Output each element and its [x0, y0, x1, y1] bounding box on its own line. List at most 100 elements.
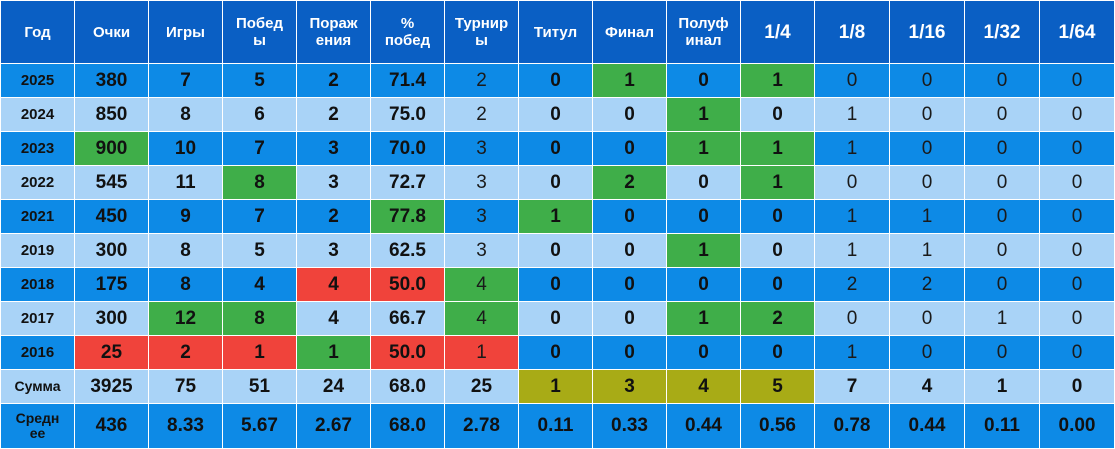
year-cell: 2024	[0, 97, 75, 132]
table-cell: 0	[889, 63, 965, 98]
table-row: 2019 300 8 5 3 62.5 3 0 0 1 0 1 1 0 0	[0, 233, 1115, 268]
table-cell: 3	[444, 131, 519, 166]
table-cell: 1	[964, 301, 1040, 336]
table-cell: 66.7	[370, 301, 445, 336]
table-cell: 380	[74, 63, 149, 98]
table-cell: 0	[1039, 301, 1115, 336]
table-cell: 0	[1039, 267, 1115, 302]
table-row: 2018 175 8 4 4 50.0 4 0 0 0 0 2 2 0 0	[0, 267, 1115, 302]
sum-cell: 1	[964, 369, 1040, 404]
table-cell: 50.0	[370, 335, 445, 370]
year-cell: 2019	[0, 233, 75, 268]
table-cell: 0	[518, 233, 593, 268]
average-cell: 68.0	[370, 403, 445, 449]
table-cell: 0	[964, 199, 1040, 234]
table-cell: 0	[740, 97, 815, 132]
year-cell: 2023	[0, 131, 75, 166]
table-cell: 850	[74, 97, 149, 132]
table-cell: 0	[1039, 131, 1115, 166]
average-cell: 0.44	[666, 403, 741, 449]
table-cell: 0	[666, 199, 741, 234]
table-cell: 0	[518, 267, 593, 302]
year-cell: 2017	[0, 301, 75, 336]
average-cell: 0.78	[814, 403, 890, 449]
year-cell: 2018	[0, 267, 75, 302]
header-cell-round-of-128: 1/64	[1039, 0, 1115, 64]
table-cell: 3	[444, 165, 519, 200]
table-cell: 0	[518, 165, 593, 200]
table-cell: 12	[148, 301, 223, 336]
table-cell: 0	[964, 63, 1040, 98]
table-cell: 0	[964, 165, 1040, 200]
table-cell: 5	[222, 233, 297, 268]
table-cell: 0	[1039, 335, 1115, 370]
table-cell: 0	[814, 301, 890, 336]
table-cell: 0	[518, 131, 593, 166]
average-row: Средн ее 436 8.33 5.67 2.67 68.0 2.78 0.11 0.33 0.…	[0, 403, 1115, 449]
table-cell: 1	[740, 165, 815, 200]
average-cell: 0.33	[592, 403, 667, 449]
table-row: 2023 900 10 7 3 70.0 3 0 0 1 1 1 0 0 0	[0, 131, 1115, 166]
table-cell: 25	[74, 335, 149, 370]
sum-cell: 5	[740, 369, 815, 404]
header-cell-year: Год	[0, 0, 75, 64]
table-cell: 0	[814, 63, 890, 98]
year-cell: 2021	[0, 199, 75, 234]
table-row: 2022 545 11 8 3 72.7 3 0 2 0 1 0 0 0 0	[0, 165, 1115, 200]
sum-cell: 7	[814, 369, 890, 404]
average-cell: 0.00	[1039, 403, 1115, 449]
table-cell: 0	[889, 165, 965, 200]
header-cell-tournaments: Турнир ы	[444, 0, 519, 64]
table-cell: 0	[740, 233, 815, 268]
table-cell: 7	[148, 63, 223, 98]
table-cell: 1	[666, 233, 741, 268]
table-cell: 0	[592, 97, 667, 132]
table-cell: 2	[814, 267, 890, 302]
header-cell-round-of-64: 1/32	[964, 0, 1040, 64]
header-cell-games: Игры	[148, 0, 223, 64]
table-cell: 50.0	[370, 267, 445, 302]
table-cell: 1	[296, 335, 371, 370]
table-cell: 900	[74, 131, 149, 166]
table-cell: 10	[148, 131, 223, 166]
table-cell: 0	[666, 267, 741, 302]
table-cell: 1	[814, 97, 890, 132]
table-cell: 0	[964, 233, 1040, 268]
table-cell: 8	[148, 97, 223, 132]
table-cell: 0	[814, 165, 890, 200]
table-cell: 8	[148, 233, 223, 268]
table-cell: 8	[222, 165, 297, 200]
sum-cell: 4	[666, 369, 741, 404]
table-cell: 0	[1039, 63, 1115, 98]
table-cell: 450	[74, 199, 149, 234]
table-cell: 2	[296, 63, 371, 98]
table-cell: 0	[666, 63, 741, 98]
table-cell: 0	[964, 335, 1040, 370]
table-cell: 2	[740, 301, 815, 336]
table-cell: 1	[592, 63, 667, 98]
header-cell-titles: Титул	[518, 0, 593, 64]
table-cell: 2	[444, 97, 519, 132]
table-cell: 75.0	[370, 97, 445, 132]
table-cell: 1	[740, 63, 815, 98]
table-cell: 0	[1039, 165, 1115, 200]
sum-cell: 24	[296, 369, 371, 404]
sum-label: Сумма	[0, 369, 75, 404]
header-cell-wins: Побед ы	[222, 0, 297, 64]
table-cell: 0	[592, 199, 667, 234]
table-cell: 11	[148, 165, 223, 200]
table-cell: 5	[222, 63, 297, 98]
table-cell: 3	[296, 233, 371, 268]
table-cell: 1	[222, 335, 297, 370]
table-cell: 7	[222, 131, 297, 166]
table-row: 2024 850 8 6 2 75.0 2 0 0 1 0 1 0 0 0	[0, 97, 1115, 132]
year-cell: 2022	[0, 165, 75, 200]
year-cell: 2025	[0, 63, 75, 98]
table-cell: 4	[444, 301, 519, 336]
table-cell: 3	[296, 165, 371, 200]
table-cell: 3	[444, 199, 519, 234]
average-cell: 8.33	[148, 403, 223, 449]
table-cell: 0	[592, 233, 667, 268]
average-cell: 0.44	[889, 403, 965, 449]
table-cell: 2	[296, 97, 371, 132]
